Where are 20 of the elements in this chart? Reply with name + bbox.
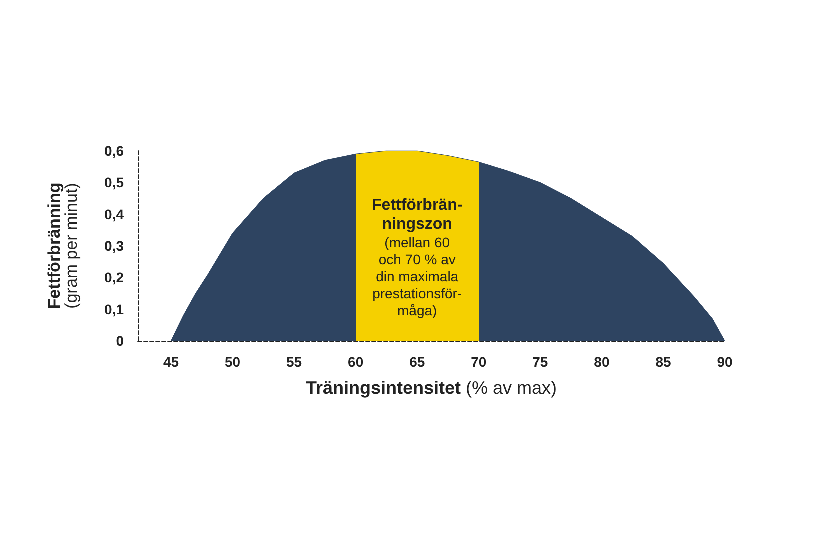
y-tick-label: 0,6 <box>104 143 124 159</box>
band-label: Fettförbrän- ningszon (mellan 60 och 70 % av din maximala prestationsför- måga) <box>372 197 463 318</box>
x-tick-label: 55 <box>286 354 302 370</box>
x-tick-label: 65 <box>410 354 426 370</box>
y-tick-label: 0,4 <box>104 206 124 222</box>
y-tick-label: 0,1 <box>104 301 124 318</box>
x-axis-title: Träningsintensitet (% av max) <box>306 378 558 398</box>
y-axis-title: Fettförbränning (gram per minut) <box>45 182 81 310</box>
x-tick-label: 70 <box>471 354 487 370</box>
x-tick-label: 85 <box>656 354 672 370</box>
x-tick-label: 75 <box>532 354 548 370</box>
x-tick-label: 60 <box>348 354 364 370</box>
x-tick-label: 80 <box>594 354 610 370</box>
y-tick-label: 0,5 <box>104 174 124 191</box>
x-tick-label: 90 <box>717 354 733 370</box>
y-tick-label: 0 <box>116 333 124 349</box>
x-tick-label: 45 <box>163 354 180 370</box>
y-tick-label: 0,3 <box>104 238 124 254</box>
y-tick-label: 0,2 <box>104 270 124 286</box>
x-tick-label: 50 <box>224 354 241 370</box>
